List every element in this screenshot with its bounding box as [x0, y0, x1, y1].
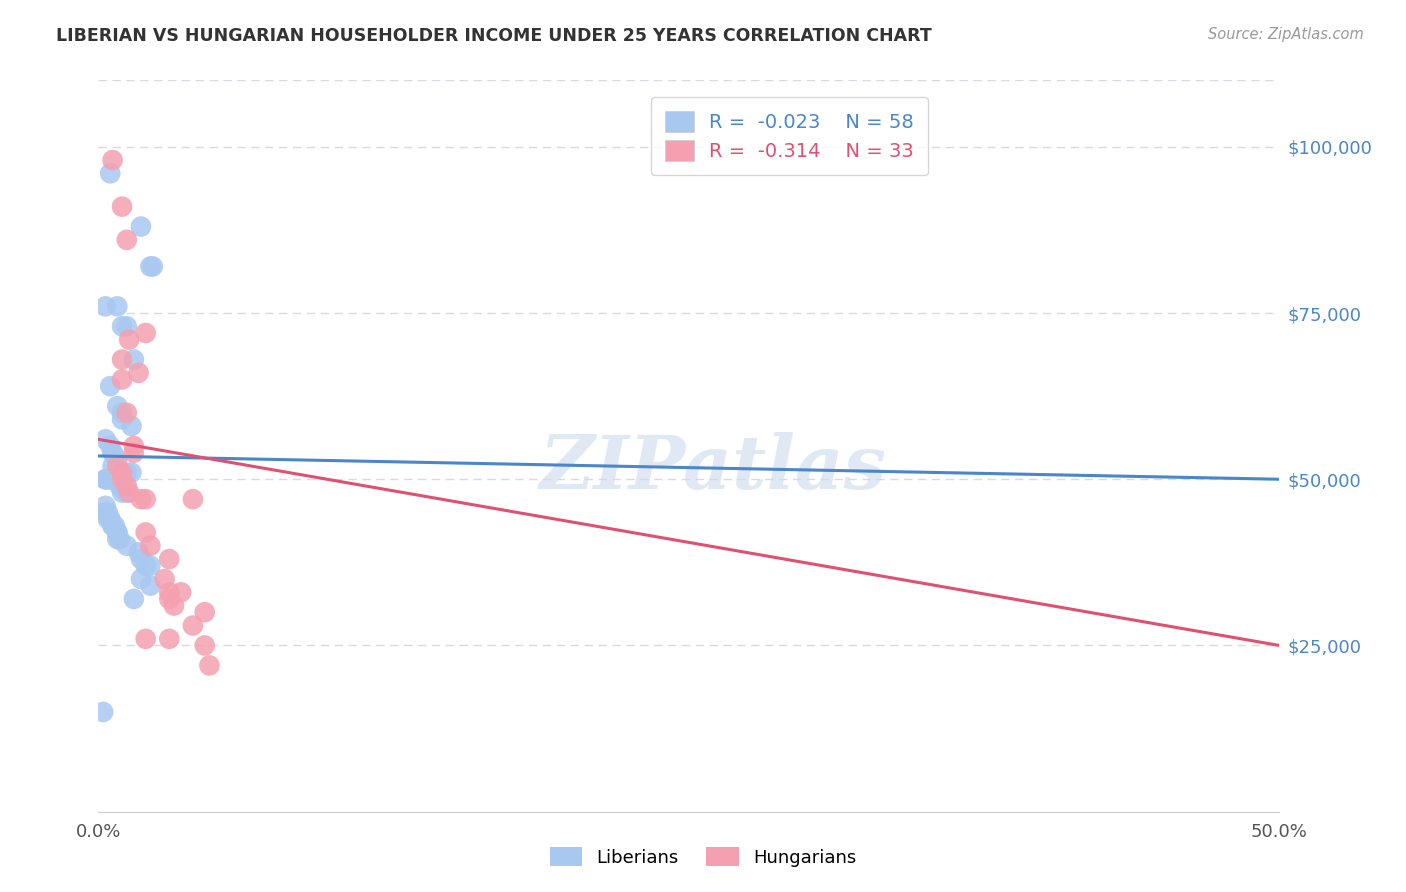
Point: [111, 319, 134, 334]
Point: [115, 319, 138, 334]
Point: [108, 532, 131, 546]
Point: [157, 632, 180, 646]
Point: [122, 591, 145, 606]
Point: [128, 366, 150, 380]
Point: [115, 479, 138, 493]
Point: [104, 472, 127, 486]
Point: [94, 472, 117, 486]
Point: [111, 485, 134, 500]
Point: [111, 466, 134, 480]
Point: [118, 333, 141, 347]
Point: [129, 572, 152, 586]
Point: [97, 512, 120, 526]
Point: [94, 433, 117, 447]
Point: [153, 572, 176, 586]
Point: [111, 200, 134, 214]
Point: [97, 472, 120, 486]
Point: [105, 472, 128, 486]
Point: [139, 579, 162, 593]
Point: [111, 352, 134, 367]
Point: [105, 452, 128, 467]
Point: [115, 233, 138, 247]
Point: [135, 632, 157, 646]
Point: [105, 399, 128, 413]
Point: [101, 458, 124, 473]
Point: [91, 705, 114, 719]
Point: [129, 492, 152, 507]
Point: [194, 639, 217, 653]
Point: [157, 552, 180, 566]
Point: [194, 605, 217, 619]
Point: [163, 599, 186, 613]
Point: [101, 472, 124, 486]
Point: [101, 518, 124, 533]
Point: [122, 352, 145, 367]
Point: [111, 406, 134, 420]
Point: [157, 591, 180, 606]
Point: [94, 299, 117, 313]
Point: [101, 445, 124, 459]
Point: [105, 466, 128, 480]
Point: [111, 466, 134, 480]
Point: [115, 539, 138, 553]
Point: [104, 472, 127, 486]
Legend: Liberians, Hungarians: Liberians, Hungarians: [543, 840, 863, 874]
Point: [181, 618, 204, 632]
Point: [98, 472, 121, 486]
Point: [98, 512, 121, 526]
Point: [129, 219, 152, 234]
Legend: R =  -0.023    N = 58, R =  -0.314    N = 33: R = -0.023 N = 58, R = -0.314 N = 33: [651, 97, 928, 175]
Point: [98, 439, 121, 453]
Point: [115, 406, 138, 420]
Text: ZIPatlas: ZIPatlas: [538, 432, 886, 504]
Point: [129, 552, 152, 566]
Point: [101, 518, 124, 533]
Point: [118, 485, 141, 500]
Point: [105, 299, 128, 313]
Point: [105, 525, 128, 540]
Point: [181, 492, 204, 507]
Point: [122, 439, 145, 453]
Point: [121, 466, 143, 480]
Point: [111, 479, 134, 493]
Point: [105, 532, 128, 546]
Point: [135, 326, 157, 340]
Point: [101, 445, 124, 459]
Point: [198, 658, 221, 673]
Point: [121, 419, 143, 434]
Text: LIBERIAN VS HUNGARIAN HOUSEHOLDER INCOME UNDER 25 YEARS CORRELATION CHART: LIBERIAN VS HUNGARIAN HOUSEHOLDER INCOME…: [56, 27, 932, 45]
Point: [111, 412, 134, 426]
Point: [98, 379, 121, 393]
Point: [139, 558, 162, 573]
Point: [115, 466, 138, 480]
Point: [135, 525, 157, 540]
Point: [101, 153, 124, 167]
Point: [98, 512, 121, 526]
Point: [157, 585, 180, 599]
Point: [139, 539, 162, 553]
Point: [94, 506, 117, 520]
Point: [139, 260, 162, 274]
Point: [135, 492, 157, 507]
Point: [98, 166, 121, 180]
Point: [111, 472, 134, 486]
Point: [97, 506, 120, 520]
Point: [94, 472, 117, 486]
Point: [104, 518, 127, 533]
Point: [115, 485, 138, 500]
Point: [135, 558, 157, 573]
Text: Source: ZipAtlas.com: Source: ZipAtlas.com: [1208, 27, 1364, 42]
Point: [105, 458, 128, 473]
Point: [122, 445, 145, 459]
Point: [94, 499, 117, 513]
Point: [128, 545, 150, 559]
Point: [142, 260, 165, 274]
Point: [108, 479, 131, 493]
Point: [170, 585, 193, 599]
Point: [105, 525, 128, 540]
Point: [111, 372, 134, 386]
